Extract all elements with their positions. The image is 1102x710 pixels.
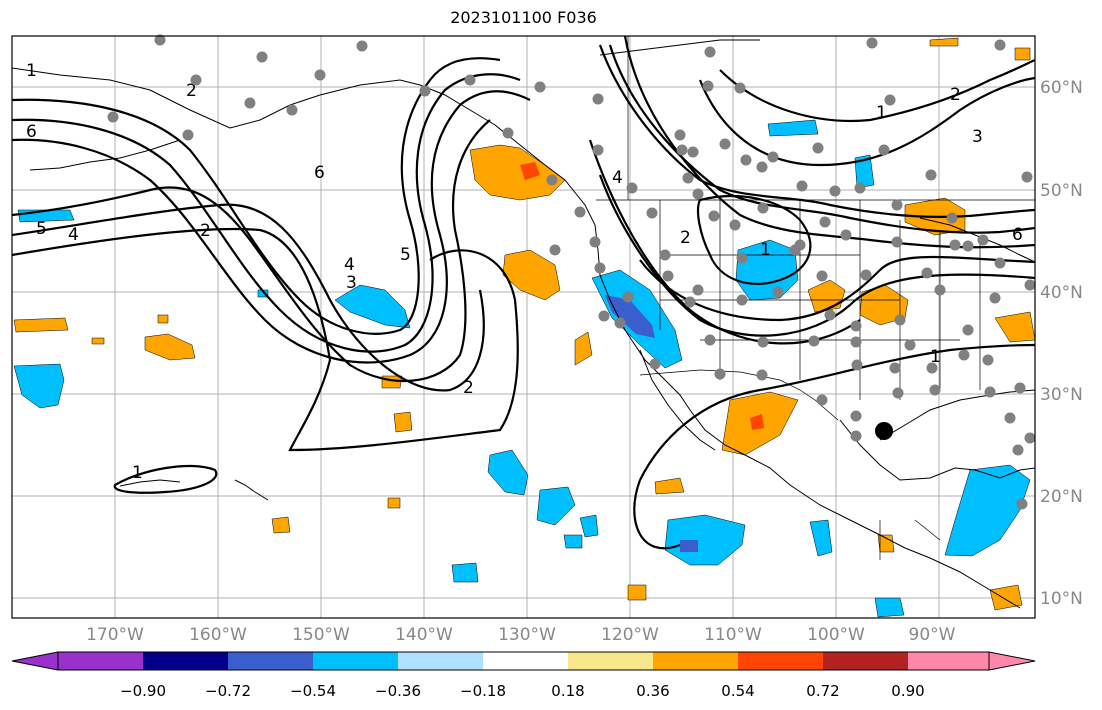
station-dots	[107, 34, 1036, 510]
lon-label: 170°W	[86, 625, 144, 645]
contour-label: 4	[612, 168, 623, 188]
lat-label: 50°N	[1040, 181, 1083, 201]
lon-label: 110°W	[704, 625, 762, 645]
strong-negative-areas	[605, 295, 698, 552]
colorbar-bin	[58, 652, 144, 670]
contour-label: 2	[463, 378, 474, 398]
contour-labels: 1 6 5 4 2 6 5 4 3 2 1 1 2 3 4 6 2 1 2 1	[26, 61, 1023, 483]
lat-label: 40°N	[1040, 283, 1083, 303]
contour-label: 1	[26, 61, 37, 81]
colorbar-frame	[57, 651, 990, 671]
lon-label: 160°W	[189, 625, 247, 645]
negative-anomaly-areas	[13, 119, 1031, 618]
height-contours	[11, 35, 1036, 550]
lon-label: 150°W	[292, 625, 350, 645]
colorbar-bin	[738, 652, 823, 670]
contour-label: 1	[930, 347, 941, 367]
contour-label: 2	[950, 85, 961, 105]
colorbar-tick-label: −0.54	[290, 682, 336, 700]
contour-label: 2	[200, 221, 211, 241]
contour-label: 2	[680, 228, 691, 248]
colorbar-tick-label: −0.90	[120, 682, 166, 700]
contour-label: 3	[346, 273, 357, 293]
colorbar-tick-labels: −0.90 −0.72 −0.54 −0.36 −0.18 0.18 0.36 …	[120, 682, 925, 700]
lat-label: 60°N	[1040, 78, 1083, 98]
colorbar-bin	[568, 652, 653, 670]
contour-label: 1	[876, 103, 887, 123]
lon-label: 100°W	[807, 625, 865, 645]
lat-label: 20°N	[1040, 487, 1083, 507]
contour-label: 1	[132, 463, 143, 483]
contour-label: 6	[26, 122, 37, 142]
colorbar-bin	[653, 652, 738, 670]
colorbar-tick-label: 0.18	[551, 682, 584, 700]
colorbar-bin	[228, 652, 313, 670]
contour-label: 1	[760, 240, 771, 260]
lon-label: 120°W	[601, 625, 659, 645]
colorbar-max-extension	[988, 651, 1036, 671]
lat-label: 10°N	[1040, 589, 1083, 609]
colorbar-tick-label: −0.72	[205, 682, 251, 700]
contour-label: 2	[186, 81, 197, 101]
contour-label: 6	[1012, 225, 1023, 245]
plot-border	[11, 35, 1036, 619]
contour-label: 5	[400, 245, 411, 265]
colorbar-tick-label: −0.18	[460, 682, 506, 700]
colorbar-tick-label: −0.36	[375, 682, 421, 700]
colorbar-min-extension	[11, 651, 59, 671]
longitude-labels: 170°W 160°W 150°W 140°W 130°W 120°W 110°…	[86, 625, 956, 645]
strong-positive-areas	[520, 162, 764, 430]
latitude-labels: 60°N 50°N 40°N 30°N 20°N 10°N	[1040, 78, 1083, 609]
contour-label: 4	[344, 255, 355, 275]
colorbar-tick-label: 0.90	[891, 682, 924, 700]
colorbar-bin	[398, 652, 483, 670]
location-marker	[875, 422, 893, 440]
contour-label: 5	[36, 219, 47, 239]
contour-label: 6	[314, 163, 325, 183]
colorbar-tick-label: 0.36	[636, 682, 669, 700]
lon-label: 140°W	[395, 625, 453, 645]
contour-label: 4	[68, 225, 79, 245]
lon-label: 90°W	[909, 625, 956, 645]
colorbar-tick-label: 0.72	[806, 682, 839, 700]
colorbar-bin	[908, 652, 989, 670]
colorbar-bin	[313, 652, 398, 670]
colorbar-tick-label: 0.54	[721, 682, 754, 700]
plot-area	[12, 36, 1035, 618]
map-title: 2023101100 F036	[450, 8, 597, 27]
lat-label: 30°N	[1040, 385, 1083, 405]
colorbar-bin	[823, 652, 908, 670]
lon-label: 130°W	[498, 625, 556, 645]
colorbar-bin	[483, 652, 568, 670]
colorbar	[11, 651, 1036, 671]
colorbar-bin	[143, 652, 228, 670]
contour-label: 3	[972, 127, 983, 147]
borders	[596, 36, 1035, 560]
